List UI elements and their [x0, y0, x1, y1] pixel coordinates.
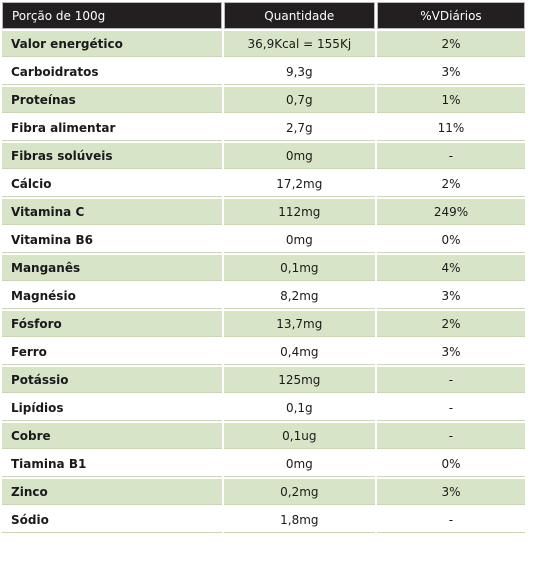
table-header-row: Porção de 100g Quantidade %VDiários — [2, 2, 525, 29]
table-row: Valor energético 36,9Kcal = 155Kj 2% — [2, 31, 525, 57]
nutrient-name: Lipídios — [2, 395, 222, 421]
nutrient-name: Fibra alimentar — [2, 115, 222, 141]
nutrient-name: Manganês — [2, 255, 222, 281]
table-row: Carboidratos 9,3g 3% — [2, 59, 525, 85]
nutrient-name: Vitamina B6 — [2, 227, 222, 253]
table-row: Cálcio 17,2mg 2% — [2, 171, 525, 197]
table-row: Zinco 0,2mg 3% — [2, 479, 525, 505]
nutrient-name: Zinco — [2, 479, 222, 505]
nutrient-daily-value: - — [376, 143, 525, 169]
table-row: Fibras solúveis 0mg - — [2, 143, 525, 169]
nutrient-daily-value: 2% — [376, 31, 525, 57]
nutrient-quantity: 0,7g — [223, 87, 375, 113]
table-row: Ferro 0,4mg 3% — [2, 339, 525, 365]
nutrient-name: Valor energético — [2, 31, 222, 57]
nutrient-daily-value: 3% — [376, 339, 525, 365]
nutrient-quantity: 1,8mg — [223, 507, 375, 533]
nutrient-name: Fósforo — [2, 311, 222, 337]
table-row: Manganês 0,1mg 4% — [2, 255, 525, 281]
table-row: Lipídios 0,1g - — [2, 395, 525, 421]
nutrient-quantity: 9,3g — [223, 59, 375, 85]
nutrient-daily-value: 3% — [376, 479, 525, 505]
table-row: Fósforo 13,7mg 2% — [2, 311, 525, 337]
nutrient-quantity: 0mg — [223, 451, 375, 477]
nutrient-quantity: 0mg — [223, 227, 375, 253]
nutrient-name: Tiamina B1 — [2, 451, 222, 477]
nutrient-name: Carboidratos — [2, 59, 222, 85]
nutrient-quantity: 13,7mg — [223, 311, 375, 337]
nutrient-name: Vitamina C — [2, 199, 222, 225]
nutrient-daily-value: - — [376, 395, 525, 421]
nutrient-quantity: 17,2mg — [223, 171, 375, 197]
nutrient-name: Cálcio — [2, 171, 222, 197]
nutrient-quantity: 0,1g — [223, 395, 375, 421]
table-row: Potássio 125mg - — [2, 367, 525, 393]
nutrient-quantity: 2,7g — [223, 115, 375, 141]
nutrient-name: Sódio — [2, 507, 222, 533]
nutrient-daily-value: - — [376, 367, 525, 393]
header-quantity: Quantidade — [223, 2, 375, 29]
nutrient-quantity: 0,4mg — [223, 339, 375, 365]
nutrient-quantity: 0mg — [223, 143, 375, 169]
nutrient-quantity: 0,1mg — [223, 255, 375, 281]
nutrient-name: Potássio — [2, 367, 222, 393]
nutrient-daily-value: 0% — [376, 451, 525, 477]
nutrient-daily-value: 2% — [376, 311, 525, 337]
header-portion: Porção de 100g — [2, 2, 222, 29]
nutrient-daily-value: 4% — [376, 255, 525, 281]
nutrient-daily-value: 1% — [376, 87, 525, 113]
nutrient-daily-value: - — [376, 423, 525, 449]
nutrient-quantity: 36,9Kcal = 155Kj — [223, 31, 375, 57]
nutrient-name: Cobre — [2, 423, 222, 449]
table-row: Sódio 1,8mg - — [2, 507, 525, 533]
header-daily-value: %VDiários — [376, 2, 525, 29]
table-row: Cobre 0,1ug - — [2, 423, 525, 449]
table-row: Vitamina B6 0mg 0% — [2, 227, 525, 253]
nutrient-daily-value: 249% — [376, 199, 525, 225]
table-row: Fibra alimentar 2,7g 11% — [2, 115, 525, 141]
table-row: Vitamina C 112mg 249% — [2, 199, 525, 225]
nutrient-daily-value: 3% — [376, 59, 525, 85]
nutrient-quantity: 112mg — [223, 199, 375, 225]
nutrient-name: Fibras solúveis — [2, 143, 222, 169]
nutrient-quantity: 125mg — [223, 367, 375, 393]
table-row: Tiamina B1 0mg 0% — [2, 451, 525, 477]
nutrient-quantity: 0,1ug — [223, 423, 375, 449]
nutrient-daily-value: 2% — [376, 171, 525, 197]
nutrient-daily-value: 3% — [376, 283, 525, 309]
nutrition-table: Porção de 100g Quantidade %VDiários Valo… — [2, 2, 525, 533]
nutrient-quantity: 0,2mg — [223, 479, 375, 505]
table-row: Proteínas 0,7g 1% — [2, 87, 525, 113]
nutrient-name: Magnésio — [2, 283, 222, 309]
nutrient-daily-value: 11% — [376, 115, 525, 141]
nutrient-name: Proteínas — [2, 87, 222, 113]
nutrient-daily-value: - — [376, 507, 525, 533]
nutrient-daily-value: 0% — [376, 227, 525, 253]
nutrient-quantity: 8,2mg — [223, 283, 375, 309]
table-row: Magnésio 8,2mg 3% — [2, 283, 525, 309]
nutrient-name: Ferro — [2, 339, 222, 365]
